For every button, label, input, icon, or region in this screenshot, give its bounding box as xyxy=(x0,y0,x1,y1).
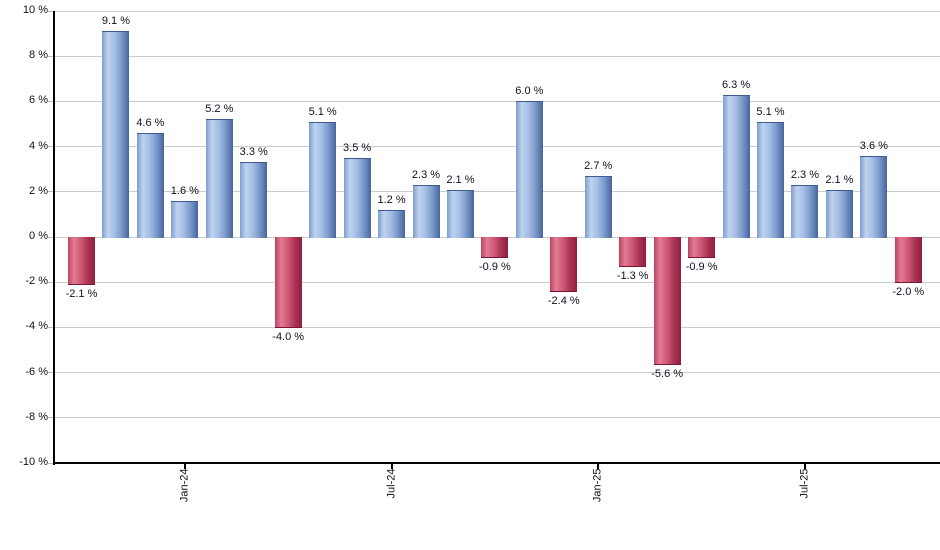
bar xyxy=(274,237,302,329)
bar xyxy=(688,237,716,259)
x-axis-tick xyxy=(597,463,600,469)
y-gridline xyxy=(55,55,940,57)
y-gridline xyxy=(55,281,940,283)
bar-value-label: 2.1 % xyxy=(446,173,475,186)
bar xyxy=(619,237,647,268)
y-axis-tick-label: 2 % xyxy=(29,184,48,197)
bar-value-label: 5.1 % xyxy=(756,105,785,118)
bar xyxy=(860,155,888,238)
bar-value-label: -2.1 % xyxy=(65,288,98,301)
bar xyxy=(894,237,922,284)
bar-value-label: -5.6 % xyxy=(651,367,684,380)
y-axis-tick-label: -6 % xyxy=(25,365,48,378)
x-axis-tick xyxy=(803,463,806,469)
bar-value-label: -4.0 % xyxy=(272,331,305,344)
y-axis-tick-label: 4 % xyxy=(29,139,48,152)
bar-value-label: 3.6 % xyxy=(859,139,888,152)
bar-value-label: 6.0 % xyxy=(515,85,544,98)
bar xyxy=(102,31,130,238)
bar xyxy=(205,119,233,238)
y-axis-tick xyxy=(48,236,55,238)
bar xyxy=(757,121,784,238)
bar xyxy=(171,200,199,238)
y-gridline xyxy=(55,417,940,419)
y-axis-tick xyxy=(48,191,55,193)
y-gridline xyxy=(55,191,940,193)
bar-value-label: 5.2 % xyxy=(205,103,234,116)
bar xyxy=(481,237,509,259)
y-axis-tick-label: -10 % xyxy=(19,456,48,468)
bar-value-label: -0.9 % xyxy=(478,261,511,274)
x-axis-tick xyxy=(390,463,393,469)
y-axis-tick-label: 8 % xyxy=(29,49,48,62)
bar xyxy=(68,237,95,286)
y-gridline xyxy=(55,372,940,374)
y-axis-tick-label: -2 % xyxy=(25,275,48,288)
y-axis-tick-label: -4 % xyxy=(25,320,48,333)
bar-value-label: 5.1 % xyxy=(308,105,337,118)
y-axis-tick xyxy=(48,10,55,12)
y-axis-line xyxy=(53,11,55,465)
bar xyxy=(722,94,750,238)
y-axis-tick-label: 10 % xyxy=(22,4,48,16)
bar-value-label: 1.6 % xyxy=(170,184,199,197)
y-axis-tick-label: 0 % xyxy=(29,230,48,242)
bar xyxy=(446,189,474,238)
bar xyxy=(791,185,819,238)
y-axis-tick xyxy=(48,281,55,283)
y-axis-tick xyxy=(48,372,55,374)
y-axis-tick-label: -8 % xyxy=(25,410,48,423)
bar-value-label: 3.5 % xyxy=(343,141,372,154)
y-gridline xyxy=(55,100,940,102)
bar xyxy=(653,237,681,365)
bar xyxy=(825,189,853,238)
bar-value-label: 1.2 % xyxy=(377,193,406,206)
bar xyxy=(240,162,268,238)
bar xyxy=(584,175,612,238)
y-gridline xyxy=(55,10,940,12)
y-axis-tick xyxy=(48,417,55,419)
y-gridline xyxy=(55,326,940,328)
y-axis-tick xyxy=(48,326,55,328)
bar-value-label: 2.3 % xyxy=(411,169,441,182)
x-axis-tick xyxy=(183,463,186,469)
bar xyxy=(309,121,337,238)
bar xyxy=(343,157,371,238)
bar-value-label: -1.3 % xyxy=(616,270,649,283)
bar-value-label: 2.1 % xyxy=(825,173,854,186)
bar-value-label: 2.3 % xyxy=(790,169,819,182)
bar-value-label: 2.7 % xyxy=(584,159,613,172)
bar-value-label: 6.3 % xyxy=(721,78,751,91)
bar xyxy=(412,185,440,238)
y-axis-tick xyxy=(48,462,55,464)
bar-value-label: -0.9 % xyxy=(685,261,718,274)
bar-value-label: -2.4 % xyxy=(547,295,580,308)
bar xyxy=(136,133,164,238)
bar xyxy=(515,101,543,238)
y-axis-tick xyxy=(48,100,55,102)
bar-value-label: 9.1 % xyxy=(101,15,130,28)
y-axis-tick xyxy=(48,55,55,57)
y-axis-tick xyxy=(48,146,55,148)
x-axis-tick-label: Jan-25 xyxy=(591,468,604,503)
bar-value-label: 4.6 % xyxy=(136,117,165,130)
x-axis-line xyxy=(53,462,940,464)
y-axis-tick-label: 6 % xyxy=(29,94,48,107)
x-axis-tick-label: Jan-24 xyxy=(178,468,191,503)
x-axis-tick-label: Jul-25 xyxy=(798,468,811,499)
x-axis-tick-label: Jul-24 xyxy=(385,468,398,499)
bar-value-label: -2.0 % xyxy=(892,286,925,299)
bar xyxy=(378,209,406,238)
bar-value-label: 3.3 % xyxy=(239,146,268,159)
y-gridline xyxy=(55,146,940,148)
bar xyxy=(550,237,578,293)
